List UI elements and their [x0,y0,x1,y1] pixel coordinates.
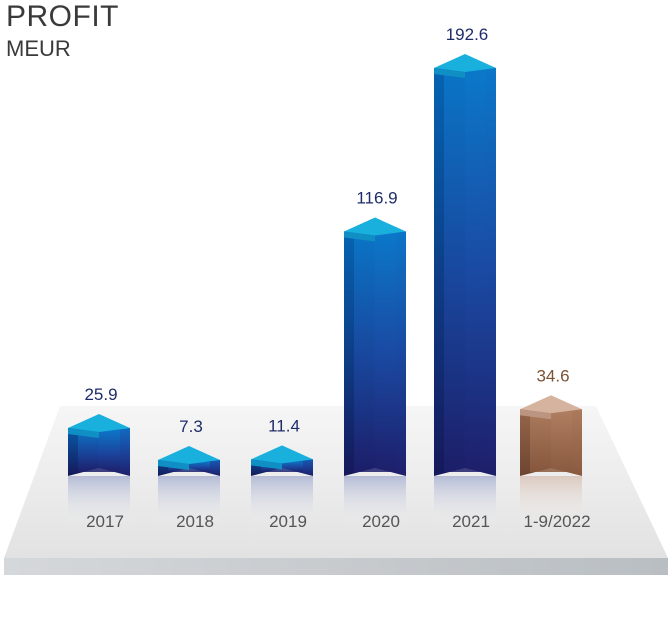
bar-top-cap [520,395,582,414]
chart-floor-edge [4,558,668,575]
bar-reflection [68,476,130,526]
bar-top-cap-shade [251,459,282,470]
category-label: 1-9/2022 [523,512,590,531]
bar-top-cap-shade [68,428,99,439]
bar-value-label: 7.3 [179,417,203,436]
bar [444,69,486,472]
bar-reflection [434,476,496,526]
chart-subtitle: MEUR [6,36,71,61]
bar-top-cap-shade [434,67,465,78]
bar-reflection [520,476,582,526]
bar-value-label: 192.6 [446,25,489,44]
bar-top-cap [434,53,496,72]
bar-top-cap [158,446,220,464]
bar-top-cap-shade [520,409,551,420]
bar-top-cap [251,445,313,464]
category-label: 2021 [452,512,490,531]
bar-value-label: 116.9 [356,188,397,207]
bar-top-cap [344,217,406,236]
bar-top-cap [68,414,130,433]
category-label: 2019 [269,512,307,531]
bar [354,233,396,472]
bar-top-cap-shade [344,231,375,242]
bar-value-label: 25.9 [84,385,117,404]
category-label: 2018 [176,512,214,531]
bar-value-label: 11.4 [268,416,300,435]
bar-value-label: 34.6 [536,366,569,385]
chart-title: PROFIT [6,0,119,33]
bar-reflection [251,476,313,526]
category-label: 2020 [362,512,400,531]
bar-reflection [344,476,406,526]
bar-top-cap-shade [158,460,189,470]
bar-reflection [158,476,220,526]
category-label: 2017 [86,512,124,531]
bar [530,411,572,472]
